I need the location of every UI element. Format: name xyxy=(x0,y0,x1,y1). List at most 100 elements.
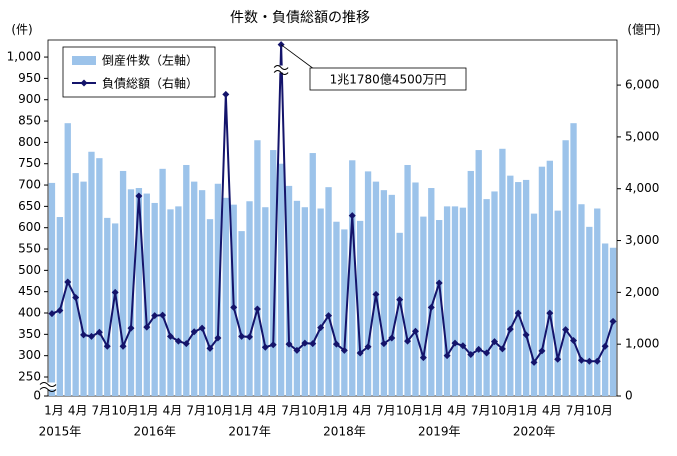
y-tick-label: 550 xyxy=(18,242,41,256)
y2-tick-label: 0 xyxy=(625,389,633,403)
line-marker xyxy=(364,343,372,351)
y-tick-label: 400 xyxy=(18,306,41,320)
line-marker xyxy=(562,326,570,334)
x-tick-label: 4月 xyxy=(447,404,467,418)
line-marker xyxy=(238,332,246,340)
line-marker xyxy=(269,341,277,349)
bar xyxy=(601,243,609,396)
bar xyxy=(507,175,514,396)
bar xyxy=(404,164,411,396)
line-marker xyxy=(80,331,88,339)
x-group-label: 2019年 xyxy=(418,425,461,439)
bar xyxy=(119,170,127,396)
y-tick-label: 650 xyxy=(18,199,41,213)
bar xyxy=(262,207,269,396)
line xyxy=(51,44,615,365)
line-marker xyxy=(48,310,56,318)
line-marker xyxy=(111,288,119,296)
y-tick-label: 500 xyxy=(18,263,41,277)
bar xyxy=(238,231,245,396)
line-marker xyxy=(64,278,72,286)
x-tick-label: 7月 xyxy=(471,404,491,418)
bar xyxy=(206,219,214,396)
y-tick-label: 800 xyxy=(18,135,41,149)
line-marker xyxy=(151,312,159,320)
bar xyxy=(388,194,395,396)
bar xyxy=(443,206,451,396)
line-marker xyxy=(538,347,546,355)
line-marker xyxy=(601,342,609,350)
x-tick-label: 7月 xyxy=(566,404,586,418)
annotation: 1兆1780億4500万円 xyxy=(330,73,447,87)
bar xyxy=(341,229,348,396)
line-marker xyxy=(467,351,475,359)
line-marker xyxy=(87,332,95,340)
line-marker xyxy=(475,345,483,353)
line-marker xyxy=(159,311,167,319)
bar xyxy=(586,226,593,396)
line-marker xyxy=(182,340,190,348)
bar xyxy=(246,201,253,396)
x-tick-label: 7月 xyxy=(186,404,206,418)
y-tick-label: 350 xyxy=(18,327,41,341)
legend-swatch xyxy=(80,79,88,87)
y-tick-label: 1,000 xyxy=(7,50,41,64)
bar xyxy=(104,217,111,396)
line-marker xyxy=(198,324,206,332)
x-tick-label: 10月 xyxy=(301,404,328,418)
x-tick-label: 10月 xyxy=(111,404,138,418)
bar xyxy=(578,204,585,396)
bar xyxy=(270,150,277,396)
legend-box xyxy=(62,46,216,98)
x-group-label: 2015年 xyxy=(39,425,82,439)
line-marker xyxy=(546,309,554,317)
bar xyxy=(570,123,577,397)
bar xyxy=(475,150,482,396)
x-tick-label: 10月 xyxy=(491,404,518,418)
bar xyxy=(48,182,56,396)
x-tick-label: 4月 xyxy=(542,404,562,418)
y2-tick-label: 3,000 xyxy=(625,233,659,247)
bar xyxy=(214,183,222,396)
line-marker xyxy=(498,345,506,353)
x-tick-label: 10月 xyxy=(586,404,613,418)
bar xyxy=(80,181,87,396)
y-tick-label: 0 xyxy=(33,389,41,403)
bar xyxy=(127,189,135,396)
x-group-label: 2017年 xyxy=(228,425,271,439)
x-tick-label: 1月 xyxy=(44,404,64,418)
x-tick-label: 4月 xyxy=(68,404,88,418)
line-marker xyxy=(372,290,380,298)
line-marker xyxy=(190,328,198,336)
legend-label: 負債総額（右軸） xyxy=(102,76,198,91)
bar xyxy=(491,191,498,396)
y-tick-label: 850 xyxy=(18,114,41,128)
line-marker xyxy=(340,346,348,354)
bar xyxy=(515,182,522,396)
bar xyxy=(88,151,95,396)
bar xyxy=(198,190,206,396)
x-tick-label: 1月 xyxy=(423,404,443,418)
bar xyxy=(64,123,71,397)
y-tick-label: 950 xyxy=(18,71,41,85)
line-marker xyxy=(332,340,340,348)
x-group-label: 2018年 xyxy=(323,425,366,439)
bar xyxy=(285,185,293,396)
bar xyxy=(175,206,182,396)
bar xyxy=(183,164,190,396)
line-marker xyxy=(451,339,459,347)
bar xyxy=(530,213,538,396)
line-marker xyxy=(119,342,127,350)
x-tick-label: 4月 xyxy=(352,404,372,418)
x-tick-label: 1月 xyxy=(139,404,159,418)
y2-tick-label: 1,000 xyxy=(625,337,659,351)
x-tick-label: 1月 xyxy=(234,404,254,418)
line-marker xyxy=(143,323,151,331)
line-marker xyxy=(72,294,80,302)
x-tick-label: 10月 xyxy=(396,404,423,418)
bar xyxy=(112,223,119,396)
y-tick-label: 250 xyxy=(18,370,41,384)
line-marker xyxy=(293,346,301,354)
line-marker xyxy=(348,212,356,220)
x-tick-label: 10月 xyxy=(206,404,233,418)
